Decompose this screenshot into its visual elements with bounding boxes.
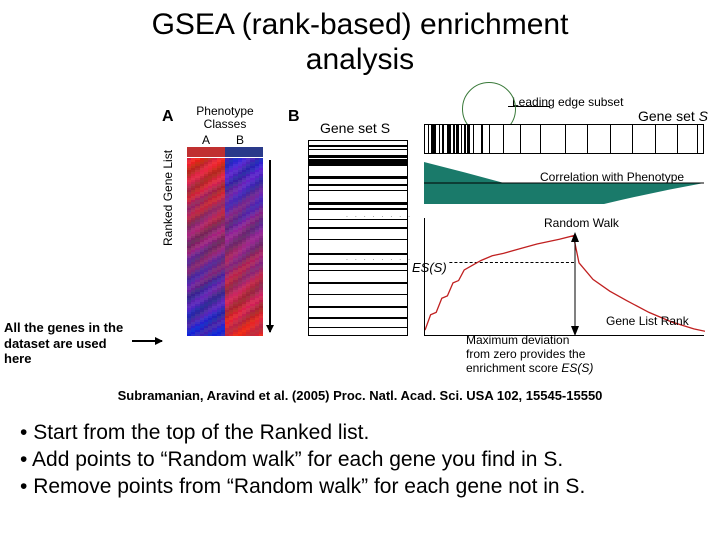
class-labels: AB (189, 133, 261, 147)
bullet-1: Start from the top of the Ranked list. (20, 420, 700, 447)
barcode-horizontal (424, 124, 704, 154)
barcode-vertical: · · · · · · · ·· · · · · · · · (308, 140, 408, 336)
arrow-down-icon (269, 160, 271, 332)
title-line1: GSEA (rank-based) enrichment (152, 8, 569, 41)
gene-set-s-label-b: Gene set S (320, 120, 390, 136)
citation: Subramanian, Aravind et al. (2005) Proc.… (0, 388, 720, 403)
ranked-gene-list-label: Ranked Gene List (161, 150, 175, 246)
panel-a-label: A (162, 108, 174, 126)
figure: All the genes in the dataset are used he… (0, 98, 720, 358)
bullet-2: Add points to “Random walk” for each gen… (20, 447, 700, 474)
annotation-text: All the genes in the dataset are used he… (4, 320, 134, 367)
leading-edge-pointer (508, 106, 550, 107)
bullet-list: Start from the top of the Ranked list. A… (20, 420, 700, 501)
slide-title: GSEA (rank-based) enrichment analysis (0, 0, 720, 77)
bullet-3: Remove points from “Random walk” for eac… (20, 474, 700, 501)
class-a-label: A (189, 133, 223, 147)
panel-b-label: B (288, 108, 300, 126)
gene-set-s-label-c: Gene set S (638, 108, 708, 124)
max-deviation-text: Maximum deviation from zero provides the… (466, 334, 593, 375)
heatmap (187, 158, 263, 336)
annotation-arrow (132, 340, 162, 342)
class-b-label: B (223, 133, 257, 147)
gene-list-rank-label: Gene List Rank (606, 314, 689, 328)
correlation-curve (424, 162, 704, 204)
title-line2: analysis (306, 43, 414, 76)
phenotype-classes-label: Phenotype Classes (189, 105, 261, 131)
class-bar (187, 147, 263, 157)
